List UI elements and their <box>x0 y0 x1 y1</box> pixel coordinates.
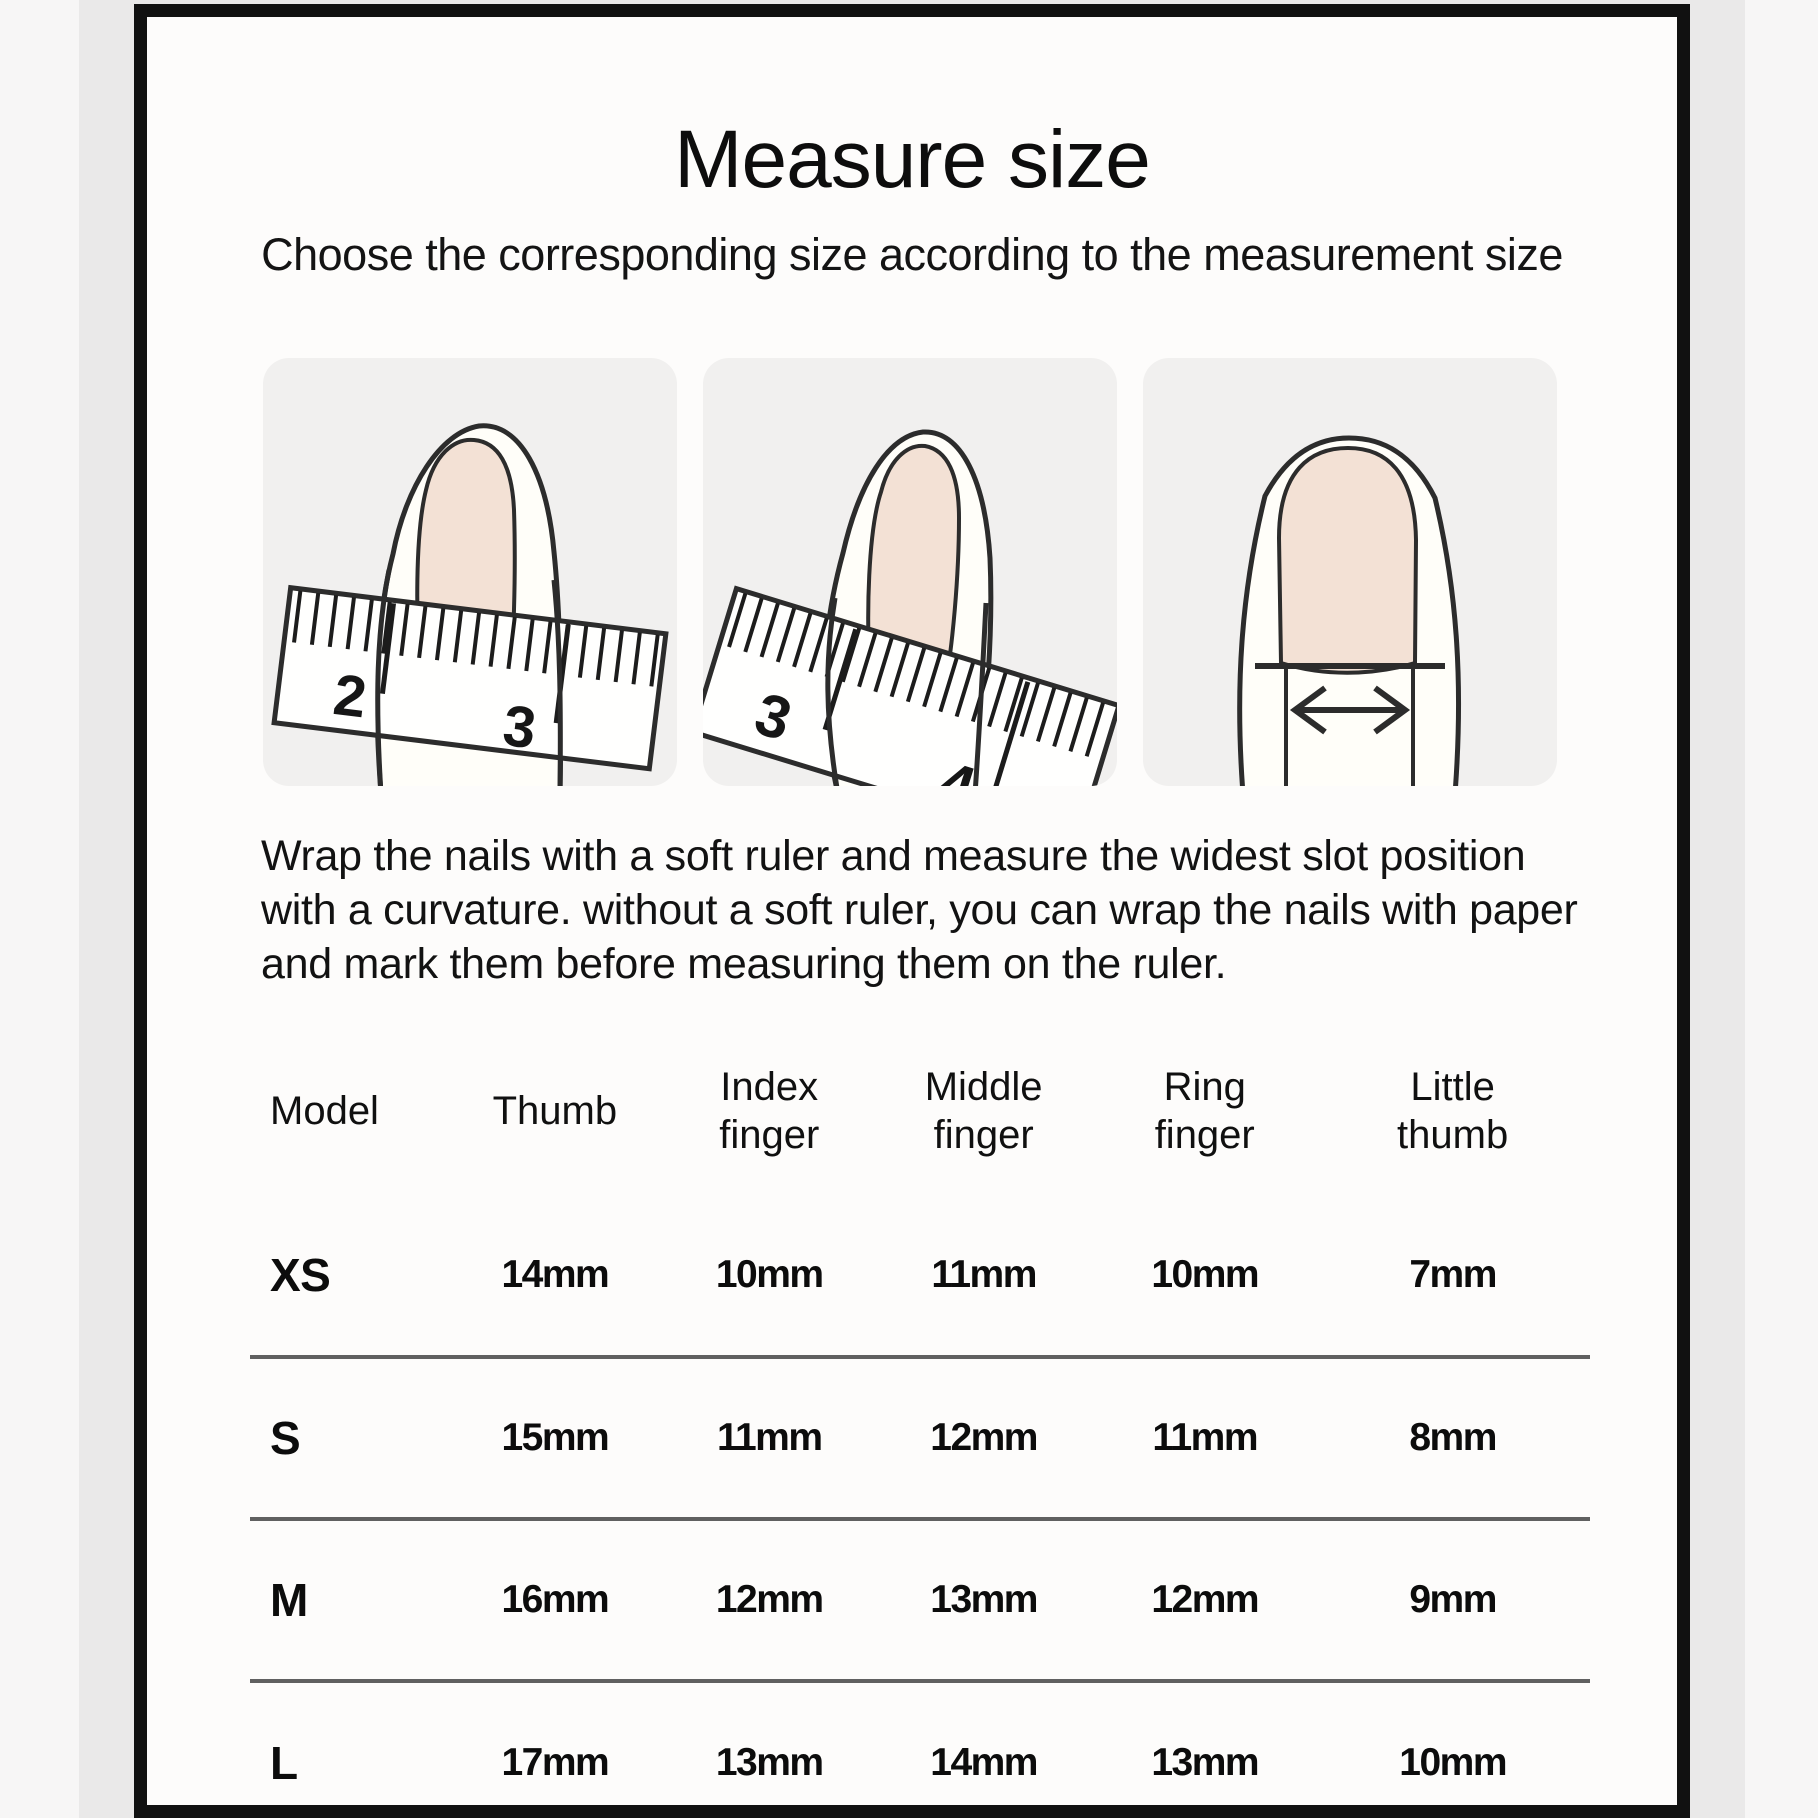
instruction-line: with a curvature. without a soft ruler, … <box>261 886 1578 934</box>
illustration-row: 2 3 3 <box>263 358 1557 786</box>
table-row-l: L 17mm 13mm 14mm 13mm 10mm <box>250 1681 1590 1805</box>
size-cell: 8mm <box>1409 1416 1497 1459</box>
illustration-box-2: 3 4 <box>703 358 1117 786</box>
measurement-instructions: Wrap the nails with a soft ruler and mea… <box>261 829 1591 991</box>
size-cell: 14mm <box>930 1741 1038 1784</box>
size-cell: 12mm <box>715 1578 824 1621</box>
size-cell: 15mm <box>501 1416 609 1459</box>
finger-edge <box>375 569 392 786</box>
tape-band: 3 4 <box>703 585 1117 786</box>
size-label: XS <box>270 1249 331 1301</box>
size-cell: 10mm <box>1151 1253 1259 1296</box>
tape-measure-illustration-2: 3 4 <box>703 429 1117 786</box>
size-cell: 11mm <box>1152 1416 1258 1459</box>
size-cell: 7mm <box>1409 1253 1497 1296</box>
table-header-row: Model Thumb Index finger Middle finger R… <box>250 1027 1590 1195</box>
illustration-box-1: 2 3 <box>263 358 677 786</box>
size-label: M <box>270 1574 308 1626</box>
width-arrow-icon <box>1289 685 1411 735</box>
finger-edge <box>551 579 563 786</box>
finger-edge <box>973 602 989 786</box>
size-cell: 12mm <box>1151 1578 1259 1621</box>
column-header-little: Little thumb <box>1397 1065 1509 1157</box>
tape-measure-illustration-1: 2 3 <box>271 423 669 786</box>
size-cell: 11mm <box>716 1416 823 1459</box>
size-cell: 14mm <box>501 1253 609 1296</box>
table-row-s: S 15mm 11mm 12mm 11mm 8mm <box>250 1357 1590 1519</box>
size-cell: 10mm <box>1399 1741 1507 1784</box>
page-subtitle: Choose the corresponding size according … <box>261 229 1563 280</box>
size-cell: 12mm <box>930 1416 1038 1459</box>
column-header-model: Model <box>270 1089 379 1133</box>
column-header-ring: Ring finger <box>1154 1065 1255 1157</box>
nail-width-illustration <box>1237 435 1462 786</box>
illustration-box-3 <box>1143 358 1557 786</box>
size-cell: 13mm <box>715 1741 824 1784</box>
instruction-line: Wrap the nails with a soft ruler and mea… <box>261 832 1526 880</box>
content-frame: Measure size Choose the corresponding si… <box>134 4 1690 1818</box>
instruction-line: and mark them before measuring them on t… <box>261 940 1227 988</box>
finger-edge <box>825 597 840 786</box>
size-cell: 16mm <box>501 1578 609 1621</box>
tape-number: 3 <box>500 693 540 761</box>
tape-number: 2 <box>330 662 370 730</box>
column-header-index: Index finger <box>719 1065 820 1157</box>
size-cell: 10mm <box>715 1253 824 1296</box>
size-label: L <box>270 1737 298 1789</box>
size-cell: 17mm <box>501 1741 609 1784</box>
tape-band: 2 3 <box>271 584 669 772</box>
table-row-m: M 16mm 12mm 13mm 12mm 9mm <box>250 1519 1590 1681</box>
size-chart-table: Model Thumb Index finger Middle finger R… <box>250 1027 1590 1805</box>
size-label: S <box>270 1412 301 1464</box>
column-header-middle: Middle finger <box>924 1065 1043 1157</box>
table-row-xs: XS 14mm 10mm 11mm 10mm 7mm <box>250 1195 1590 1357</box>
page-title: Measure size <box>674 114 1151 205</box>
column-header-thumb: Thumb <box>492 1089 618 1133</box>
size-cell: 13mm <box>930 1578 1038 1621</box>
size-cell: 11mm <box>931 1253 1037 1296</box>
nail-shape <box>1276 445 1419 675</box>
size-cell: 9mm <box>1409 1578 1497 1621</box>
size-cell: 13mm <box>1151 1741 1259 1784</box>
